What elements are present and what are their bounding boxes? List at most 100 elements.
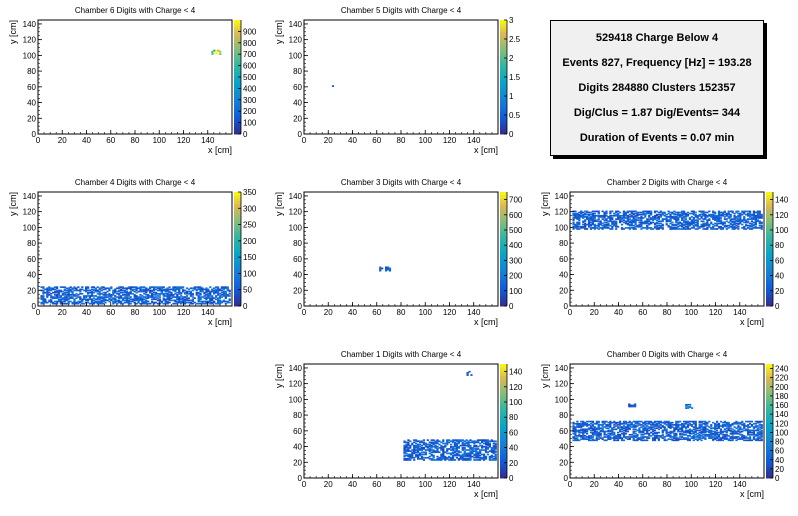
- heatmap-cell: [189, 291, 193, 294]
- heatmap-cell: [108, 292, 111, 295]
- heatmap-cell: [580, 212, 583, 215]
- heatmap-cell: [484, 451, 488, 454]
- heatmap-cell: [669, 431, 672, 434]
- z-tick-label: 800: [243, 39, 257, 48]
- heatmap-cell: [683, 430, 686, 433]
- heatmap-cell: [710, 221, 713, 224]
- heatmap-cell: [665, 421, 668, 424]
- heatmap-cell: [634, 219, 637, 222]
- heatmap-cell: [572, 221, 575, 224]
- heatmap-cell: [673, 218, 676, 220]
- heatmap-cell: [723, 430, 726, 433]
- heatmap-cell: [617, 217, 620, 219]
- heatmap-cell: [684, 228, 688, 230]
- heatmap-cell: [463, 451, 466, 454]
- heatmap-cell: [139, 288, 142, 291]
- heatmap-cell: [162, 288, 165, 291]
- heatmap-cell: [119, 288, 123, 291]
- heatmap-cell: [193, 301, 196, 304]
- heatmap-cell: [582, 433, 585, 436]
- heatmap-cell: [638, 224, 641, 227]
- heatmap-cell: [455, 456, 459, 459]
- heatmap-cell: [708, 429, 711, 432]
- x-tick-label: 40: [348, 136, 357, 145]
- heatmap-cell: [55, 289, 59, 292]
- heatmap-cell: [715, 220, 719, 223]
- heatmap-cell: [139, 294, 142, 296]
- heatmap-cell: [484, 458, 488, 460]
- heatmap-cell: [218, 289, 222, 292]
- heatmap-cell: [609, 216, 612, 218]
- heatmap-cell: [224, 287, 227, 290]
- heatmap-cell: [422, 453, 426, 456]
- x-tick-label: 0: [36, 136, 41, 145]
- heatmap-cell: [582, 430, 585, 433]
- heatmap-cell: [626, 222, 629, 225]
- color-bar-segment: [766, 426, 773, 431]
- heatmap-cell: [463, 453, 466, 456]
- heatmap-cell: [646, 228, 649, 230]
- heatmap-cell: [615, 437, 618, 439]
- heatmap-cell: [174, 299, 177, 302]
- heatmap-cell: [737, 438, 740, 441]
- heatmap-cell: [413, 451, 416, 454]
- heatmap-cell: [494, 442, 497, 445]
- heatmap-cell: [67, 287, 70, 290]
- y-tick-label: 120: [555, 380, 569, 389]
- heatmap-cell: [162, 299, 165, 302]
- color-bar-segment: [766, 263, 773, 267]
- heatmap-cell: [622, 429, 626, 432]
- heatmap-cell: [183, 300, 187, 303]
- heatmap-cell: [442, 455, 445, 458]
- heatmap-cell: [119, 295, 123, 297]
- heatmap-cell: [673, 217, 676, 219]
- heatmap-cell: [455, 442, 459, 445]
- color-bar-segment: [500, 423, 507, 428]
- heatmap-cell: [702, 420, 705, 423]
- heatmap-cell: [620, 223, 624, 226]
- heatmap-cell: [44, 288, 47, 291]
- heatmap-cell: [166, 288, 169, 291]
- heatmap-cell: [700, 216, 703, 218]
- heatmap-cell: [704, 217, 707, 219]
- heatmap-cell: [50, 299, 53, 302]
- heatmap-cell: [411, 451, 414, 454]
- heatmap-cell: [702, 210, 705, 213]
- color-bar-segment: [766, 472, 773, 476]
- heatmap-cell: [622, 221, 626, 224]
- color-bar-segment: [766, 294, 773, 298]
- heatmap-cell: [745, 219, 748, 222]
- heatmap-cell: [469, 456, 472, 459]
- heatmap-cell: [216, 287, 220, 290]
- heatmap-cell: [741, 223, 744, 226]
- heatmap-cell: [178, 291, 181, 294]
- heatmap-cell: [597, 426, 600, 428]
- heatmap-cell: [620, 217, 624, 219]
- chart-title: Chamber 3 Digits with Charge < 4: [341, 178, 462, 187]
- heatmap-cell: [644, 216, 647, 218]
- heatmap-cell: [114, 300, 117, 303]
- heatmap-cell: [700, 435, 703, 437]
- heatmap-cell: [428, 455, 431, 458]
- heatmap-cell: [448, 452, 451, 455]
- heatmap-cell: [407, 453, 410, 456]
- y-tick-label: 0: [32, 302, 37, 311]
- heatmap-cell: [696, 225, 699, 228]
- heatmap-cell: [576, 218, 579, 220]
- color-bar-segment: [766, 260, 773, 264]
- heatmap-cell: [605, 223, 608, 226]
- color-bar-segment: [500, 443, 507, 448]
- heatmap-cell: [482, 442, 486, 445]
- heatmap-cell: [430, 453, 433, 456]
- heatmap-cell: [613, 437, 616, 439]
- heatmap-cell: [626, 426, 629, 428]
- heatmap-cell: [698, 438, 701, 441]
- heatmap-cell: [725, 214, 728, 217]
- heatmap-cell: [686, 213, 690, 216]
- heatmap-cell: [655, 424, 659, 426]
- color-bar-segment: [766, 214, 773, 219]
- heatmap-cell: [79, 298, 82, 301]
- heatmap-cell: [587, 225, 591, 228]
- heatmap-cell: [201, 296, 204, 298]
- heatmap-cell: [721, 439, 725, 442]
